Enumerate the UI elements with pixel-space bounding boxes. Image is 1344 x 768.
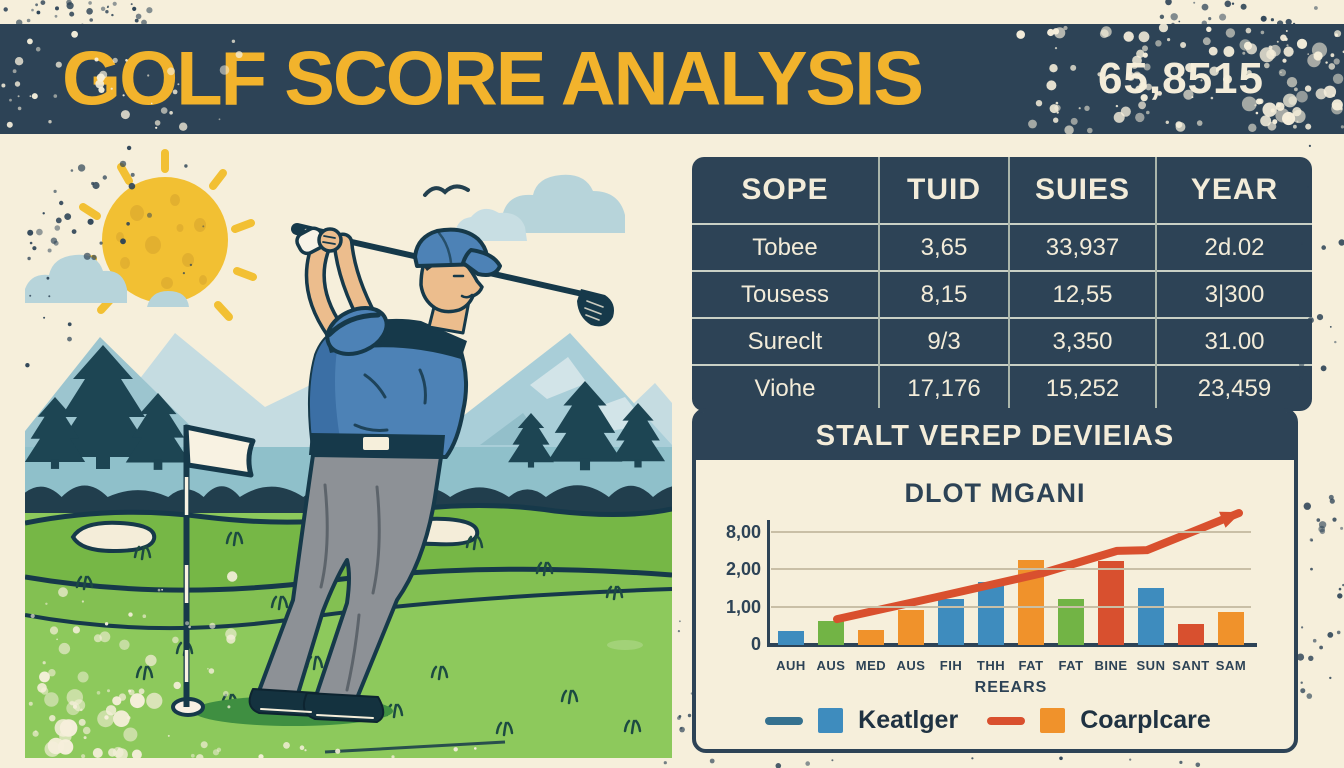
bar-auh-1 [778, 630, 804, 645]
x-tick-label: FAT [1058, 658, 1084, 673]
header-score: 65,8515 [1097, 54, 1264, 103]
bird-icon [423, 184, 470, 197]
golf-illustration [25, 145, 672, 758]
stats-table-head: SOPE TUID SUIES YEAR [692, 157, 1312, 224]
table-cell: 23,459 [1155, 364, 1312, 411]
legend-dash [987, 716, 1026, 725]
bar-sun-10 [1138, 588, 1164, 645]
sun-icon [73, 149, 257, 321]
legend-dash [765, 716, 804, 725]
table-column-header: TUID [878, 157, 1009, 224]
table-cell: 2d.02 [1155, 223, 1312, 271]
x-tick-label: AUS [816, 658, 846, 673]
header-banner: GOLF SCORE ANALYSIS 65,8515 [0, 24, 1344, 134]
table-cell: Tobee [692, 223, 879, 271]
table-row: Viohe 17,176 15,252 23,459 [692, 364, 1312, 411]
chart-panel-title: STALT VEREP DEVIEIAS [815, 419, 1175, 452]
chart-title: DLOT MGANI [904, 478, 1086, 508]
table-cell: Viohe [692, 364, 879, 411]
x-tick-label: SANT [1172, 658, 1210, 673]
bar-sant-11 [1178, 624, 1204, 645]
table-cell: Tousess [692, 270, 879, 318]
illustration-speckles [25, 145, 477, 758]
x-axis-title: REEARS [974, 679, 1048, 696]
trend-line [833, 509, 1243, 624]
bunker-left [70, 520, 157, 554]
y-tick-label: 0 [750, 634, 761, 654]
trend-arrowhead [1219, 511, 1242, 528]
chart-legend: Keatlger Coarplcare [696, 706, 1294, 735]
legend-swatch [1040, 708, 1066, 733]
table-cell: 3,350 [1008, 317, 1156, 365]
cloud-right [495, 174, 625, 233]
chart-body: DLOT MGANI 0 1,00 2,00 8,00 AUH AUS MED AUS FIH… [696, 460, 1294, 749]
chart-panel-header: STALT VEREP DEVIEIAS [696, 412, 1294, 460]
x-axis-line [767, 643, 1257, 647]
legend-swatch [818, 708, 844, 733]
table-cell: 33,937 [1008, 223, 1156, 271]
table-row: Sureclt 9/3 3,350 31.00 [692, 317, 1312, 365]
x-tick-label: AUH [776, 658, 806, 673]
y-tick-label: 8,00 [725, 521, 761, 542]
flag [183, 424, 256, 707]
table-row: Tousess 8,15 12,55 3|300 [692, 270, 1312, 318]
bar-med-3 [858, 629, 884, 645]
table-column-header: SUIES [1008, 157, 1156, 224]
table-cell: Sureclt [692, 317, 879, 365]
table-cell: 15,252 [1008, 364, 1156, 411]
bar-bine-9 [1098, 560, 1124, 645]
table-cell: 12,55 [1008, 270, 1156, 318]
bar-thh-6 [978, 581, 1004, 645]
legend-label: Coarplcare [1080, 706, 1211, 734]
stats-table-body: Tobee 3,65 33,937 2d.02 Tousess 8,15 12,55 3|30… [692, 223, 1312, 411]
gridline [771, 530, 1251, 533]
table-column-header: SOPE [741, 173, 829, 206]
cloud-right-small [455, 208, 527, 241]
bar-aus-4 [898, 609, 924, 645]
table-cell: 3,65 [878, 223, 1009, 271]
x-tick-labels: AUH AUS MED AUS FIH THH FAT FAT BINE SUN SANT SAM [771, 658, 1251, 673]
page-title: GOLF SCORE ANALYSIS [62, 36, 924, 122]
gridline [771, 568, 1251, 570]
x-tick-label: FIH [939, 658, 963, 673]
bar-aus-2 [818, 621, 844, 645]
gridline [771, 605, 1251, 608]
legend-label: Keatlger [858, 706, 959, 734]
table-cell: 17,176 [878, 364, 1009, 411]
x-tick-label: SAM [1215, 658, 1247, 673]
stats-table: SOPE TUID SUIES YEAR Tobee 3,65 33,937 2d.02 To… [692, 157, 1312, 411]
table-cell: 31.00 [1155, 317, 1312, 365]
golfer [248, 223, 614, 723]
x-tick-label: SUN [1136, 658, 1166, 673]
chart-panel: STALT VEREP DEVIEIAS DLOT MGANI 0 1,00 2,0… [692, 408, 1298, 753]
x-tick-label: BINE [1094, 658, 1128, 673]
y-tick-label: 1,00 [725, 596, 761, 617]
x-tick-label: MED [855, 658, 887, 673]
y-tick-label: 2,00 [725, 559, 761, 579]
table-cell: 8,15 [878, 270, 1009, 318]
cloud-left [25, 254, 189, 307]
x-tick-label: THH [976, 658, 1006, 673]
table-cell: 3|300 [1155, 270, 1312, 318]
table-row: Tobee 3,65 33,937 2d.02 [692, 223, 1312, 271]
y-axis-line [767, 520, 770, 645]
table-cell: 9/3 [878, 317, 1009, 365]
bar-sam-12 [1218, 611, 1244, 645]
bar-chart-plot: 0 1,00 2,00 8,00 [726, 509, 1257, 654]
table-column-header: YEAR [1155, 157, 1312, 224]
x-tick-label: AUS [896, 658, 926, 673]
x-tick-label: FAT [1018, 658, 1044, 673]
grass-tufts [75, 531, 642, 737]
